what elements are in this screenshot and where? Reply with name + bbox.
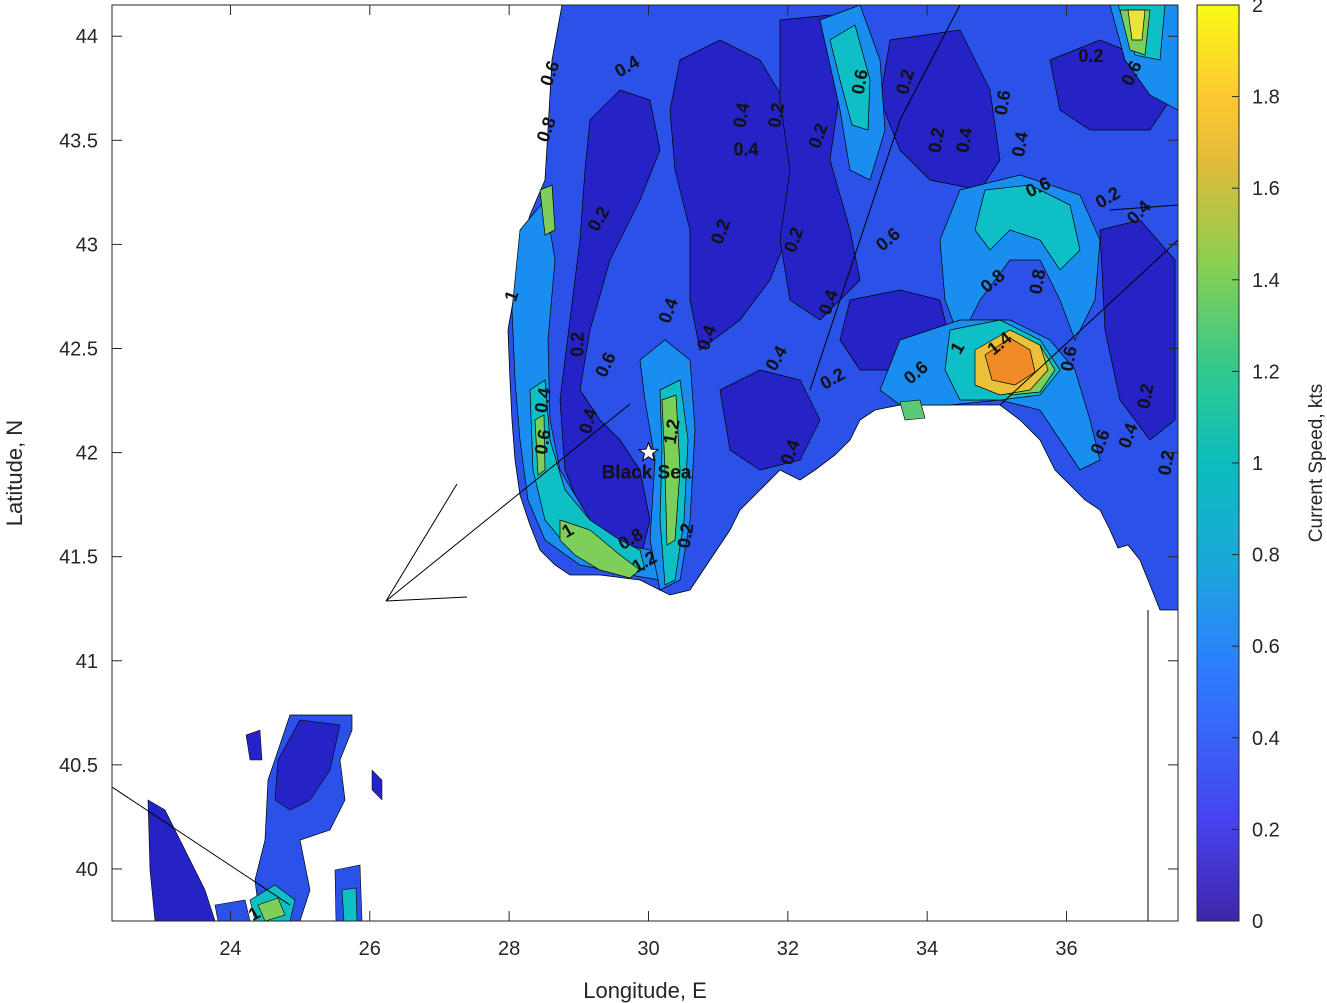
x-tick-label: 32 [777, 938, 799, 960]
field-islet-2 [371, 769, 383, 801]
colorbar-tick-label: 1 [1252, 453, 1263, 475]
contour-label: 0.4 [952, 126, 976, 154]
field-low-7 [719, 369, 821, 471]
y-tick-label: 42.5 [59, 339, 98, 361]
track-line-5 [1109, 204, 1178, 211]
x-tick-label: 30 [637, 938, 659, 960]
y-tick-label: 40.5 [59, 755, 98, 777]
field-green-3 [534, 414, 546, 476]
contour-label: 0.4 [1008, 130, 1032, 158]
field-green-4 [539, 184, 556, 236]
field-bosphorus-cyan [341, 887, 358, 921]
contour-label: 0.6 [1057, 345, 1081, 373]
field-cyan-2 [974, 184, 1081, 271]
track-line-3 [385, 596, 468, 602]
y-tick-label: 43.5 [59, 130, 98, 152]
y-tick-label: 40 [76, 859, 98, 881]
colorbar-tick-label: 0.4 [1252, 728, 1280, 750]
y-tick-label: 42 [76, 443, 98, 465]
contour-label: 1.2 [660, 417, 684, 445]
field-green-7 [899, 399, 926, 421]
field-low-2 [669, 39, 801, 351]
black-sea-annotation: Black Sea [602, 441, 692, 484]
colorbar-tick-label: 0.2 [1252, 819, 1280, 841]
annotation-label: Black Sea [602, 463, 692, 484]
x-tick-label: 28 [498, 938, 520, 960]
contour-label: 0.2 [674, 522, 698, 550]
y-tick-label: 44 [76, 26, 98, 48]
contour-label: 0.8 [1025, 268, 1049, 296]
track-line-2 [385, 483, 458, 602]
contour-label: 0.4 [531, 386, 555, 414]
contour-label: 0.6 [991, 89, 1015, 117]
plot-frame [111, 4, 1179, 922]
field-marmara-green [257, 897, 286, 921]
track-line-7 [112, 786, 291, 906]
plot-area: 0.40.60.80.20.4 0.20.4 0.20.6 0.20.2 0.40.60… [112, 5, 1178, 921]
y-tick-label: 41 [76, 651, 98, 673]
colorbar-tick-label: 1.6 [1252, 178, 1280, 200]
field-aegean-2 [214, 899, 251, 921]
y-tick-label: 41.5 [59, 547, 98, 569]
field-green-2 [661, 394, 681, 546]
field-low-1 [559, 89, 661, 561]
y-axis: 40 40.5 41 41.5 42 42.5 43 43.5 44 [59, 26, 1178, 881]
colorbar-tick-label: 0 [1252, 911, 1263, 933]
field-yellow-2 [1127, 9, 1146, 41]
contour-label: 0.2 [1133, 382, 1157, 410]
x-tick-label: 36 [1055, 938, 1077, 960]
colorbar-title: Current Speed, kts [1306, 384, 1327, 542]
field-marmara-low [274, 719, 341, 811]
x-tick-label: 26 [359, 938, 381, 960]
star-marker [637, 441, 660, 462]
x-axis-title: Longitude, E [583, 978, 707, 1003]
colorbar: 0 0.2 0.4 0.6 0.8 1 1.2 1.4 1.6 1.8 2 Current Spee… [1196, 0, 1327, 933]
track-line-1 [385, 403, 631, 602]
contour-label: 0.2 [764, 101, 788, 129]
x-tick-label: 34 [916, 938, 938, 960]
contour-label: 0.2 [1078, 46, 1103, 66]
x-axis: 24 26 28 30 32 34 36 [219, 5, 1078, 960]
field-low-6 [1099, 219, 1176, 441]
colorbar-tick-label: 0.6 [1252, 636, 1280, 658]
x-tick-label: 24 [219, 938, 241, 960]
field-cyan-5 [829, 24, 871, 131]
contour-label: 0.2 [568, 332, 588, 357]
colorbar-ticks: 0 0.2 0.4 0.6 0.8 1 1.2 1.4 1.6 1.8 2 [1232, 0, 1280, 933]
field-aegean [147, 799, 216, 921]
track-line-4 [999, 239, 1178, 406]
track-line-8 [809, 5, 961, 391]
contour-label: 0.2 [924, 126, 948, 154]
y-axis-title: Latitude, N [2, 420, 27, 526]
field-green-1 [559, 519, 641, 579]
contour-label: 0.4 [729, 101, 753, 129]
contour-label: 0.6 [531, 428, 555, 456]
field-islet [245, 729, 263, 761]
colorbar-tick-label: 1.4 [1252, 270, 1280, 292]
field-cyan-1 [529, 379, 646, 571]
contour-label: 0.2 [1154, 449, 1178, 477]
colorbar-tick-label: 1.2 [1252, 361, 1280, 383]
colorbar-tick-label: 1.8 [1252, 87, 1280, 109]
contour-label: 0.6 [848, 68, 872, 96]
colorbar-tick-label: 0.8 [1252, 545, 1280, 567]
colorbar-tick-label: 2 [1252, 0, 1263, 17]
contour-label: 0.4 [734, 139, 759, 159]
y-tick-label: 43 [76, 234, 98, 256]
